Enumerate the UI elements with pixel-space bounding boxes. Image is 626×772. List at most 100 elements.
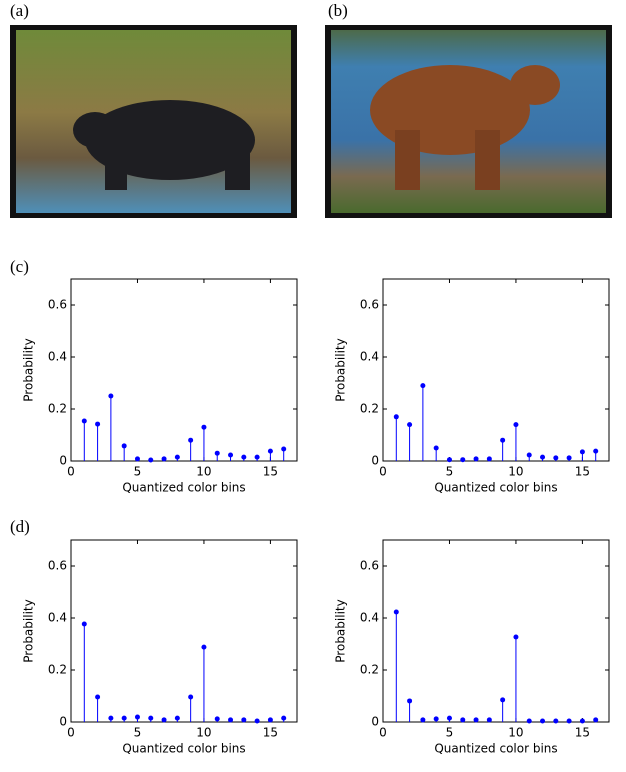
stem-marker xyxy=(268,717,273,722)
y-tick-label: 0.4 xyxy=(48,350,67,364)
stem-marker xyxy=(460,717,465,722)
x-axis-label: Quantized color bins xyxy=(434,481,557,495)
stem-marker xyxy=(188,438,193,443)
x-axis-label: Quantized color bins xyxy=(434,742,557,756)
y-axis-label: Probability xyxy=(334,338,348,401)
stem-marker xyxy=(188,695,193,700)
x-tick-label: 15 xyxy=(263,726,278,740)
stem-marker xyxy=(241,717,246,722)
stem-marker xyxy=(95,422,100,427)
panel-label: (c) xyxy=(10,257,29,276)
stem-marker xyxy=(513,634,518,639)
x-tick-label: 0 xyxy=(67,726,75,740)
stem-marker xyxy=(434,716,439,721)
stem-marker xyxy=(228,453,233,458)
stem-marker xyxy=(162,456,167,461)
x-tick-label: 15 xyxy=(575,726,590,740)
stem-marker xyxy=(540,718,545,723)
x-axis-label: Quantized color bins xyxy=(122,742,245,756)
stem-marker xyxy=(487,717,492,722)
stem-marker xyxy=(268,449,273,454)
y-tick-label: 0 xyxy=(371,454,379,468)
x-tick-label: 5 xyxy=(134,726,142,740)
panel-label: (d) xyxy=(10,517,30,536)
x-tick-label: 0 xyxy=(379,465,387,479)
stem-marker xyxy=(82,621,87,626)
stem-marker xyxy=(460,457,465,462)
y-tick-label: 0 xyxy=(59,715,67,729)
stem-marker xyxy=(567,455,572,460)
stem-marker xyxy=(527,718,532,723)
stem-marker xyxy=(407,422,412,427)
stem-marker xyxy=(527,453,532,458)
y-tick-label: 0.4 xyxy=(48,611,67,625)
stem-marker xyxy=(228,717,233,722)
y-tick-label: 0.2 xyxy=(48,663,67,677)
stem-marker xyxy=(447,716,452,721)
y-tick-label: 0.2 xyxy=(360,402,379,416)
y-tick-label: 0.6 xyxy=(360,298,379,312)
stem-marker xyxy=(215,716,220,721)
y-axis-label: Probability xyxy=(22,338,36,401)
stem-marker xyxy=(215,451,220,456)
stem-marker xyxy=(108,716,113,721)
axes-box xyxy=(71,540,297,722)
stem-marker xyxy=(593,449,598,454)
stem-marker xyxy=(553,718,558,723)
stem-marker xyxy=(255,455,260,460)
x-tick-label: 10 xyxy=(508,465,523,479)
stem-marker xyxy=(148,716,153,721)
stem-marker xyxy=(394,414,399,419)
x-tick-label: 10 xyxy=(196,726,211,740)
y-tick-label: 0.2 xyxy=(360,663,379,677)
x-tick-label: 15 xyxy=(575,465,590,479)
stem-marker xyxy=(255,718,260,723)
x-tick-label: 5 xyxy=(446,465,454,479)
photo-b xyxy=(325,25,612,218)
panel-label: (a) xyxy=(10,1,29,20)
stem-marker xyxy=(553,455,558,460)
x-tick-label: 0 xyxy=(67,465,75,479)
stem-marker xyxy=(474,717,479,722)
y-axis-label: Probability xyxy=(334,599,348,662)
stem-marker xyxy=(175,716,180,721)
y-axis-label: Probability xyxy=(22,599,36,662)
x-tick-label: 0 xyxy=(379,726,387,740)
x-axis-label: Quantized color bins xyxy=(122,481,245,495)
stem-marker xyxy=(513,422,518,427)
stem-marker xyxy=(108,394,113,399)
axes-box xyxy=(383,279,609,461)
stem-marker xyxy=(394,610,399,615)
stem-marker xyxy=(487,456,492,461)
stem-marker xyxy=(241,455,246,460)
figure: (a) (b) (c) (d) 0 0.2 0.4 0.6 0 5 10 15 Quantize… xyxy=(0,0,626,772)
stem-marker xyxy=(580,449,585,454)
y-tick-label: 0 xyxy=(371,715,379,729)
photo-a xyxy=(10,25,297,218)
stem-marker xyxy=(447,457,452,462)
stem-marker xyxy=(281,447,286,452)
x-tick-label: 10 xyxy=(196,465,211,479)
y-tick-label: 0.6 xyxy=(48,559,67,573)
stem-marker xyxy=(540,455,545,460)
stem-marker xyxy=(434,446,439,451)
stem-marker xyxy=(420,383,425,388)
x-tick-label: 5 xyxy=(446,726,454,740)
stem-marker xyxy=(122,716,127,721)
panel-label: (b) xyxy=(328,1,348,20)
stem-marker xyxy=(135,715,140,720)
stem-marker xyxy=(135,456,140,461)
axes-box xyxy=(71,279,297,461)
stem-marker xyxy=(82,418,87,423)
axes-box xyxy=(383,540,609,722)
stem-marker xyxy=(281,716,286,721)
stem-marker xyxy=(593,717,598,722)
stem-marker xyxy=(580,718,585,723)
y-tick-label: 0.6 xyxy=(360,559,379,573)
stem-marker xyxy=(500,438,505,443)
y-tick-label: 0.4 xyxy=(360,611,379,625)
stem-marker xyxy=(95,695,100,700)
stem-marker xyxy=(567,718,572,723)
stem-marker xyxy=(407,698,412,703)
stem-marker xyxy=(122,443,127,448)
